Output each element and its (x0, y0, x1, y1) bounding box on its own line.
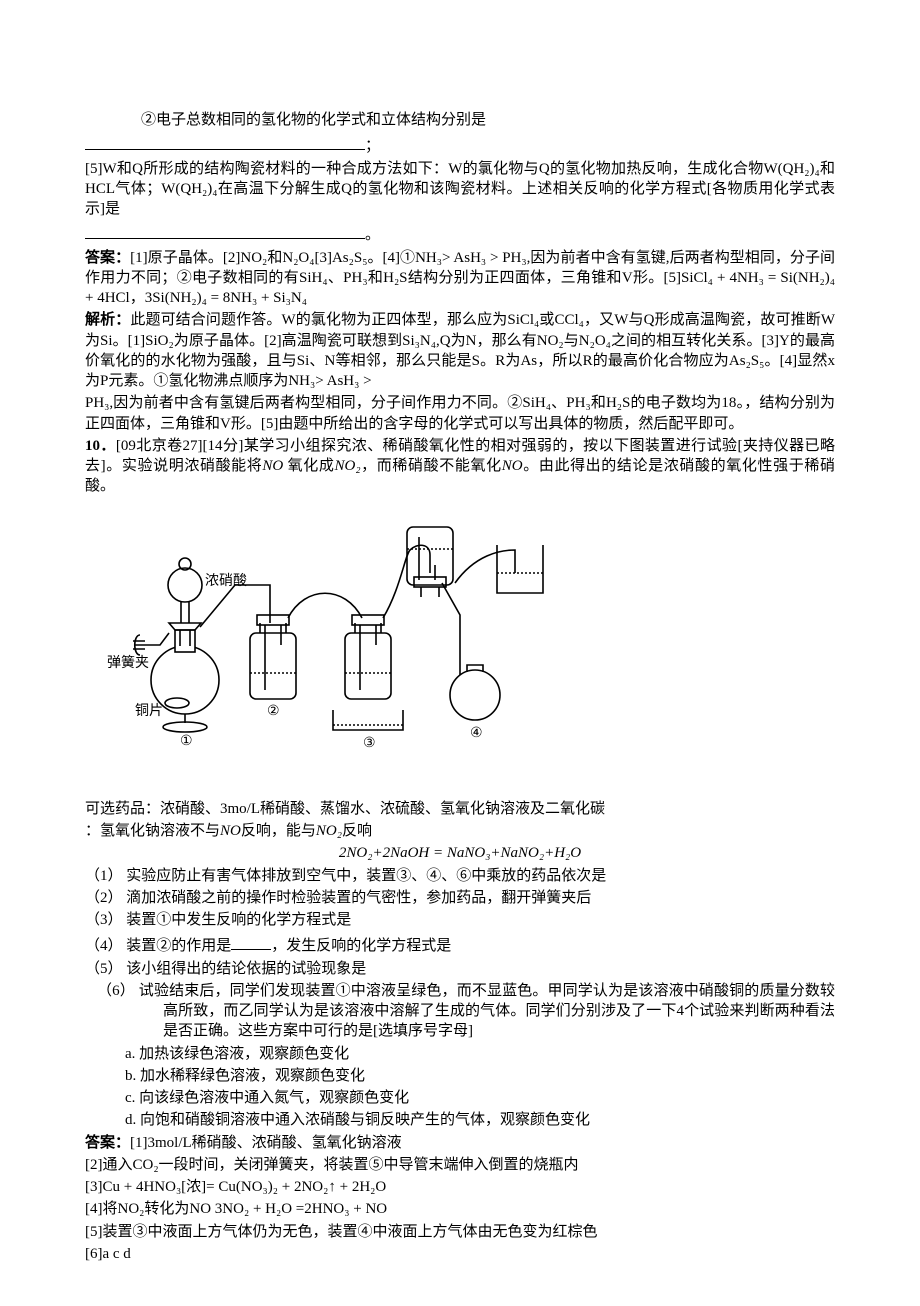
text: [3]Cu + 4HNO₃[浓]= Cu(NO₃)₂ + 2NO₂↑ + 2H₂… (85, 1179, 386, 1195)
answer-lead: 答案： (85, 250, 130, 266)
answer2-l6: [6]a c d (85, 1244, 835, 1264)
q10-lead: 10． (85, 438, 116, 454)
t1: ：氢氧化钠溶液不与 (85, 823, 220, 839)
analysis-text1: 此题可结合问题作答。W的氯化物为正四体型，那么应为SiCl₄或CCl₄，又W与Q… (85, 312, 835, 389)
opt-c: c. 向该绿色溶液中通入氮气，观察颜色变化 (85, 1088, 835, 1108)
text-a: （4） 装置②的作用是 (85, 938, 231, 954)
text: 可选药品：浓硝酸、3mo/L稀硝酸、蒸馏水、浓硫酸、氢氧化钠溶液及二氧化碳 (85, 801, 605, 817)
apparatus-svg: 浓硝酸 弹簧夹 铜片 ① ② ③ ④ (105, 515, 555, 775)
text: a. 加热该绿色溶液，观察颜色变化 (125, 1046, 349, 1062)
text: [5]装置③中液面上方气体仍为无色，装置④中液面上方气体由无色变为红棕色 (85, 1224, 598, 1240)
answer2-l3: [3]Cu + 4HNO₃[浓]= Cu(NO₃)₂ + 2NO₂↑ + 2H₂… (85, 1177, 835, 1197)
q10-t2: 氧化成 (283, 458, 334, 474)
q10: 10．[09北京卷27][14分]某学习小组探究浓、稀硝酸氧化性的相对强弱的，按… (85, 436, 835, 497)
item-3: （3） 装置①中发生反响的化学方程式是 (85, 910, 835, 930)
text: （5） 该小组得出的结论依据的试验现象是 (85, 961, 366, 977)
label-spring: 弹簧夹 (107, 655, 149, 671)
label-n3: ③ (363, 736, 376, 751)
answer-text: [1]原子晶体。[2]NO₂和N₂O₄[3]As₂S₅。[4]①NH₃> AsH… (85, 250, 835, 307)
text: [2]通入CO₂一段时间，关闭弹簧夹，将装置⑤中导管末端伸入倒置的烧瓶内 (85, 1157, 579, 1173)
i1: NO (220, 823, 241, 839)
q10-i2: NO₂ (335, 458, 361, 474)
t2: 反响，能与 (241, 823, 316, 839)
text: b. 加水稀释绿色溶液，观察颜色变化 (125, 1068, 365, 1084)
label-n2: ② (267, 704, 280, 719)
analysis-lead: 解析： (85, 312, 130, 328)
item-2: （2） 滴加浓硝酸之前的操作时检验装置的气密性，参加药品，翻开弹簧夹后 (85, 888, 835, 908)
answer2-l2: [2]通入CO₂一段时间，关闭弹簧夹，将装置⑤中导管末端伸入倒置的烧瓶内 (85, 1155, 835, 1175)
text: （6） 试验结束后，同学们发现装置①中溶液呈绿色，而不显蓝色。甲同学认为是该溶液… (97, 983, 835, 1040)
l1: [1]3mol/L稀硝酸、浓硝酸、氢氧化钠溶液 (130, 1135, 402, 1151)
opt-b: b. 加水稀释绿色溶液，观察颜色变化 (85, 1066, 835, 1086)
q-line-2: ②电子总数相同的氢化物的化学式和立体结构分别是 (85, 110, 835, 130)
optional-line2: ：氢氧化钠溶液不与NO反响，能与NO₂反响 (85, 821, 835, 841)
label-n1: ① (180, 734, 193, 749)
q10-i1: NO (262, 458, 283, 474)
answer2-lead: 答案：[1]3mol/L稀硝酸、浓硝酸、氢氧化钠溶液 (85, 1133, 835, 1153)
text: （1） 实验应防止有害气体排放到空气中，装置③、④、⑥中乘放的药品依次是 (85, 868, 606, 884)
analysis-text2: PH₃,因为前者中含有氢键后两者构型相同，分子间作用力不同。②SiH₄、PH₃和… (85, 395, 835, 431)
q-para5: [5]W和Q所形成的结构陶瓷材料的一种合成方法如下：W的氯化物与Q的氢化物加热反… (85, 159, 835, 220)
text: （2） 滴加浓硝酸之前的操作时检验装置的气密性，参加药品，翻开弹簧夹后 (85, 890, 591, 906)
analysis-1a: 解析：此题可结合问题作答。W的氯化物为正四体型，那么应为SiCl₄或CCl₄，又… (85, 310, 835, 391)
opt-a: a. 加热该绿色溶液，观察颜色变化 (85, 1044, 835, 1064)
blank-line-2: 。 (85, 221, 835, 245)
blank-line: ； (85, 132, 835, 156)
blank (231, 932, 271, 950)
blank-underline (85, 132, 365, 150)
apparatus-diagram: 浓硝酸 弹簧夹 铜片 ① ② ③ ④ (105, 515, 835, 781)
optional-line1: 可选药品：浓硝酸、3mo/L稀硝酸、蒸馏水、浓硫酸、氢氧化钠溶液及二氧化碳 (85, 799, 835, 819)
q10-i3: NO (502, 458, 523, 474)
label-n4: ④ (470, 726, 483, 741)
analysis-1b: PH₃,因为前者中含有氢键后两者构型相同，分子间作用力不同。②SiH₄、PH₃和… (85, 393, 835, 434)
text: （3） 装置①中发生反响的化学方程式是 (85, 912, 351, 928)
text: [4]将NO₂转化为NO 3NO₂ + H₂O =2HNO₃ + NO (85, 1201, 387, 1217)
text: ②电子总数相同的氢化物的化学式和立体结构分别是 (141, 112, 486, 128)
text-b: ，发生反响的化学方程式是 (271, 938, 451, 954)
item-5: （5） 该小组得出的结论依据的试验现象是 (85, 959, 835, 979)
i2: NO₂ (316, 823, 342, 839)
item-4: （4） 装置②的作用是 ，发生反响的化学方程式是 (85, 932, 835, 956)
blank-underline (85, 221, 365, 239)
text: [6]a c d (85, 1246, 131, 1262)
item-6: （6） 试验结束后，同学们发现装置①中溶液呈绿色，而不显蓝色。甲同学认为是该溶液… (85, 981, 835, 1042)
q10-t3: ，而稀硝酸不能氧化 (361, 458, 502, 474)
label-nitric: 浓硝酸 (205, 573, 247, 589)
text: c. 向该绿色溶液中通入氮气，观察颜色变化 (125, 1090, 409, 1106)
answer2-l5: [5]装置③中液面上方气体仍为无色，装置④中液面上方气体由无色变为红棕色 (85, 1222, 835, 1242)
equation: 2NO₂+2NaOH = NaNO₃+NaNO₂+H₂O (85, 843, 835, 863)
text: [5]W和Q所形成的结构陶瓷材料的一种合成方法如下：W的氯化物与Q的氢化物加热反… (85, 161, 835, 218)
item-1: （1） 实验应防止有害气体排放到空气中，装置③、④、⑥中乘放的药品依次是 (85, 866, 835, 886)
t3: 反响 (342, 823, 372, 839)
answer-1: 答案：[1]原子晶体。[2]NO₂和N₂O₄[3]As₂S₅。[4]①NH₃> … (85, 248, 835, 309)
eq-text: 2NO₂+2NaOH = NaNO₃+NaNO₂+H₂O (339, 845, 581, 861)
opt-d: d. 向饱和硝酸铜溶液中通入浓硝酸与铜反映产生的气体，观察颜色变化 (85, 1110, 835, 1130)
lead: 答案： (85, 1135, 130, 1151)
answer2-l4: [4]将NO₂转化为NO 3NO₂ + H₂O =2HNO₃ + NO (85, 1199, 835, 1219)
label-copper: 铜片 (135, 703, 163, 719)
text: d. 向饱和硝酸铜溶液中通入浓硝酸与铜反映产生的气体，观察颜色变化 (125, 1112, 590, 1128)
